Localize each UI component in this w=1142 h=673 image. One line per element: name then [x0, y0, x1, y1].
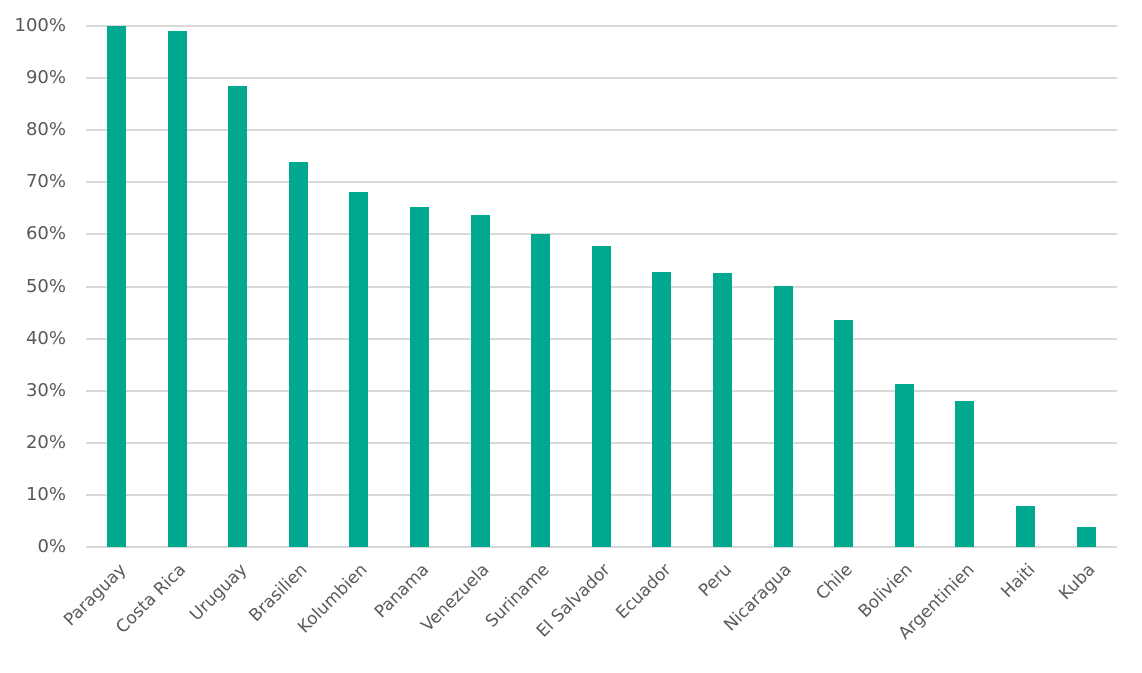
bar	[1076, 527, 1096, 547]
bar	[167, 31, 187, 547]
gridline	[86, 181, 1117, 184]
x-tick-label: Kuba	[1055, 559, 1100, 604]
x-tick-label: Bolivien	[855, 559, 917, 622]
bar	[531, 233, 551, 547]
y-tick-label: 50%	[25, 275, 66, 297]
gridline	[86, 77, 1117, 80]
y-tick-label: 10%	[25, 483, 66, 505]
bar	[470, 215, 490, 547]
gridline	[86, 129, 1117, 132]
bar	[591, 245, 611, 547]
bar	[894, 383, 914, 547]
bar	[410, 206, 429, 547]
y-tick-label: 0%	[37, 536, 66, 557]
y-tick-label: 80%	[25, 119, 66, 141]
x-tick-label: Ecuador	[612, 559, 676, 624]
y-tick-label: 100%	[14, 15, 66, 36]
bar	[228, 85, 248, 547]
x-tick-label: Haiti	[996, 559, 1039, 602]
x-tick-label: Panama	[370, 559, 433, 623]
gridline	[86, 25, 1117, 27]
y-tick-label: 70%	[25, 171, 66, 193]
bar	[652, 271, 672, 547]
bar	[834, 319, 854, 547]
y-tick-label: 90%	[25, 67, 66, 89]
bar	[713, 272, 732, 547]
x-tick-label: Peru	[694, 559, 736, 601]
bar	[955, 401, 975, 547]
y-tick-label: 30%	[25, 379, 66, 401]
gridline	[86, 546, 1117, 548]
bar	[288, 161, 308, 547]
bar	[1016, 505, 1035, 547]
x-tick-label: Chile	[812, 559, 857, 605]
bar	[349, 192, 369, 547]
bar	[107, 26, 126, 547]
x-tick-label: Uruguay	[185, 559, 252, 626]
gridline	[86, 233, 1117, 236]
y-tick-label: 40%	[25, 327, 66, 349]
y-tick-label: 20%	[25, 431, 66, 453]
y-tick-label: 60%	[25, 223, 66, 245]
bar	[773, 285, 793, 547]
